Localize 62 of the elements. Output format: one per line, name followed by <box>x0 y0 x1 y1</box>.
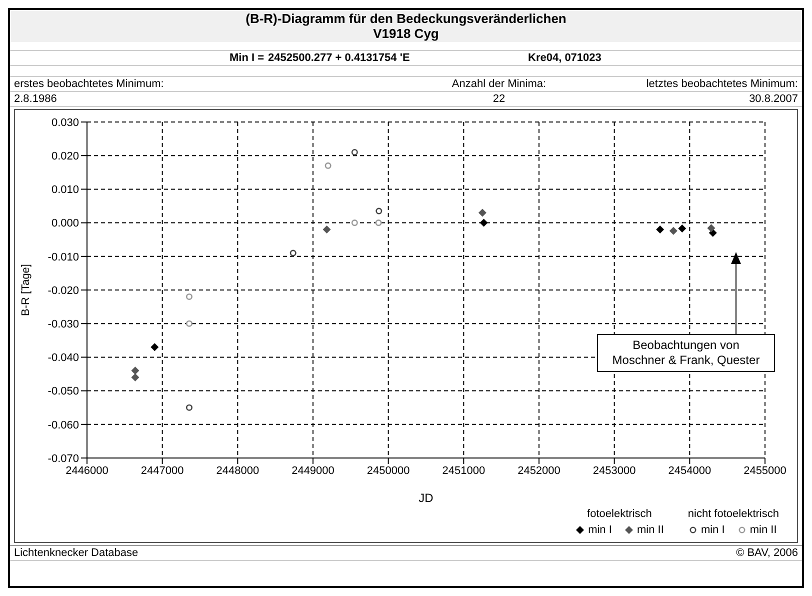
point <box>656 226 664 234</box>
y-tick-label: -0.020 <box>48 284 79 297</box>
y-tick-label: -0.040 <box>48 352 79 364</box>
point <box>376 208 382 214</box>
point <box>131 366 140 375</box>
x-tick-label: 2448000 <box>216 464 260 477</box>
legend-label: min II <box>636 524 664 536</box>
point <box>351 220 358 226</box>
y-tick-label: -0.010 <box>48 251 79 264</box>
x-axis-title: JD <box>418 491 434 505</box>
point <box>186 320 192 327</box>
point <box>150 343 159 352</box>
x-tick-label: 2454000 <box>668 464 712 477</box>
y-tick-label: -0.030 <box>48 318 79 331</box>
point <box>324 162 332 169</box>
text: 30.8.2007 <box>748 93 798 105</box>
point <box>669 226 678 235</box>
y-axis-title: B-R [Tage] <box>20 264 32 316</box>
point <box>186 404 192 411</box>
point <box>707 224 716 232</box>
text: Lichtenknecker Database <box>14 547 138 559</box>
x-tick-label: 2449000 <box>292 464 334 477</box>
chart-title: (B-R)-Diagramm für den Bedeckungsveränderlichen <box>244 11 568 26</box>
point <box>131 373 140 382</box>
point <box>186 293 192 300</box>
y-tick-label: 0.010 <box>51 184 79 196</box>
x-tick-label: 2453000 <box>592 464 636 477</box>
annotation: Beobachtungen von Moschner & Frank, Quester <box>611 338 761 368</box>
text: nicht fotoelektrisch <box>688 508 779 520</box>
y-tick-label: -0.050 <box>48 386 79 398</box>
y-tick-label: 0.030 <box>51 116 79 129</box>
text: 2452500.277 + 0.4131754 'E <box>268 52 411 64</box>
x-tick-label: 2447000 <box>140 464 184 477</box>
y-tick-label: -0.060 <box>48 419 79 432</box>
x-tick-label: 2455000 <box>744 464 786 477</box>
text: Kre04, 071023 <box>528 52 602 64</box>
x-tick-label: 2452000 <box>518 464 560 477</box>
point <box>290 250 296 256</box>
x-tick-label: 2446000 <box>66 464 108 477</box>
y-tick-label: -0.070 <box>48 452 79 465</box>
text: Anzahl der Minima: <box>450 78 548 90</box>
text: © BAV, 2006 <box>736 547 798 559</box>
y-tick-label: 0.020 <box>51 150 79 163</box>
text: letztes beobachtetes Minimum: <box>645 78 798 90</box>
text: Min I = <box>228 52 265 64</box>
text: fotoelektrisch <box>586 508 653 520</box>
text: 2.8.1986 <box>14 93 58 105</box>
text: 22 <box>492 93 506 105</box>
point <box>375 220 382 226</box>
text: erstes beobachtetes Minimum: <box>14 78 165 90</box>
legend-label: min II <box>748 524 777 536</box>
legend-label: min I <box>587 524 612 536</box>
point <box>678 224 686 233</box>
point <box>322 226 331 234</box>
point <box>478 208 486 217</box>
x-tick-label: 2450000 <box>366 464 410 477</box>
legend-label: min I <box>700 524 725 536</box>
y-tick-label: 0.000 <box>51 218 79 230</box>
point <box>480 218 488 227</box>
point <box>351 148 358 156</box>
chart-subtitle: V1918 Cyg <box>372 26 440 41</box>
x-tick-label: 2451000 <box>442 464 486 477</box>
